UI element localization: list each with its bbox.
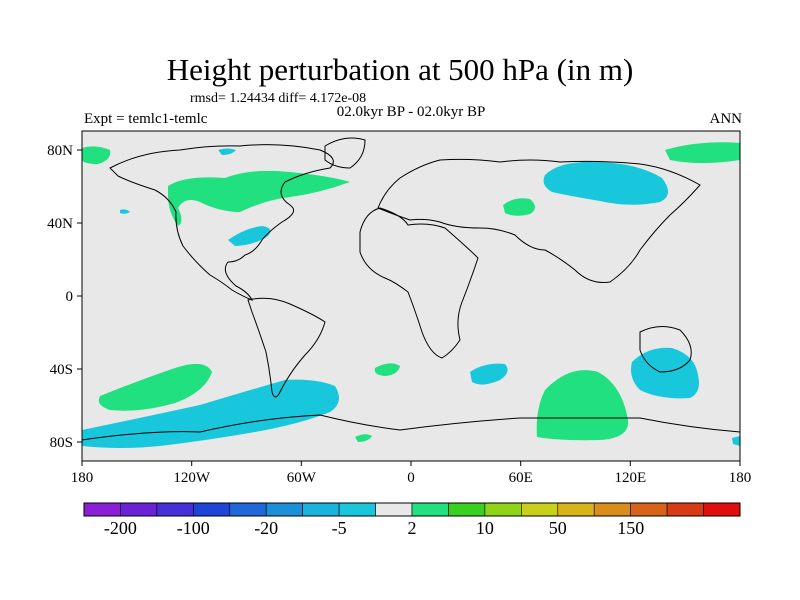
plot-title: Height perturbation at 500 hPa (in m) <box>166 52 634 87</box>
colorbar-cell <box>593 502 631 517</box>
colorbar-label-minus-5: -5 <box>332 518 347 538</box>
colorbar-label-50: 50 <box>549 518 567 538</box>
colorbar-cell <box>120 502 158 517</box>
positive-anomaly-east-siberia <box>665 142 740 163</box>
colorbar-cell <box>265 502 303 517</box>
lat-tick-80n: 80N <box>47 143 73 159</box>
coastline-eurasia <box>377 158 701 283</box>
colorbar-cell <box>193 502 231 517</box>
positive-anomaly-indian-ocean <box>536 370 629 441</box>
positive-anomaly-south-pacific <box>98 363 212 411</box>
colorbar-label-minus-200: -200 <box>104 518 137 538</box>
lon-tick-120e: 120E <box>614 470 646 486</box>
negative-anomaly-greenland-small <box>218 148 236 155</box>
colorbar-cell <box>302 502 340 517</box>
lat-tick-80s: 80S <box>50 435 73 451</box>
colorbar-cell <box>375 502 413 517</box>
lon-tick-60e: 60E <box>509 470 533 486</box>
negative-anomaly-australia <box>631 347 699 399</box>
colorbar <box>83 502 741 517</box>
colorbar-cell <box>229 502 267 517</box>
colorbar-cell <box>630 502 668 517</box>
colorbar-cell <box>666 502 704 517</box>
colorbar-cell <box>521 502 559 517</box>
positive-anomaly-arctic-west <box>82 146 111 164</box>
colorbar-cell <box>703 502 741 517</box>
lon-tick-0: 0 <box>407 470 415 486</box>
coastline-antarctica <box>82 414 740 441</box>
colorbar-cell <box>338 502 376 517</box>
colorbar-cell <box>156 502 194 517</box>
colorbar-cell <box>557 502 595 517</box>
positive-anomaly-weddell <box>355 434 372 442</box>
coastline-north-america <box>109 144 334 301</box>
lat-tick-40n: 40N <box>47 216 73 232</box>
time-period-label: 02.0kyr BP - 02.0kyr BP <box>336 104 486 120</box>
colorbar-label-minus-100: -100 <box>177 518 210 538</box>
lon-tick-120w: 120W <box>173 470 211 486</box>
lon-tick-60w: 60W <box>287 470 317 486</box>
colorbar-label-10: 10 <box>476 518 494 538</box>
colorbar-cell <box>448 502 486 517</box>
rmsd-diff-stats: rmsd= 1.24434 diff= 4.172e-08 <box>190 91 367 106</box>
colorbar-label-2: 2 <box>408 518 417 538</box>
coastline-greenland <box>324 137 366 169</box>
colorbar-label-minus-20: -20 <box>254 518 278 538</box>
lat-tick-0: 0 <box>66 289 74 305</box>
negative-anomaly-siberia <box>543 161 669 205</box>
coastline-australia <box>639 326 692 373</box>
experiment-label: Expt = temlc1-temlc <box>84 111 208 127</box>
negative-anomaly-north-atlantic <box>228 226 271 246</box>
colorbar-frame <box>83 502 741 517</box>
colorbar-cell <box>484 502 522 517</box>
coastline-africa <box>359 207 479 359</box>
coastline-south-america <box>247 297 326 398</box>
negative-anomaly-ross-sea <box>732 436 740 446</box>
positive-anomaly-south-atlantic <box>374 363 400 376</box>
axis-ticks <box>77 149 741 466</box>
lon-tick-180w: 180 <box>71 470 94 486</box>
lat-tick-40s: 40S <box>50 362 73 378</box>
colorbar-cell <box>411 502 449 517</box>
coastlines <box>82 137 740 441</box>
colorbar-label-150: 150 <box>617 518 644 538</box>
positive-anomaly-caspian <box>503 198 535 216</box>
colorbar-cell <box>83 502 121 517</box>
negative-anomaly-pacific-small <box>120 209 130 214</box>
season-label: ANN <box>709 111 743 127</box>
positive-anomaly-north-america <box>168 170 350 226</box>
lon-tick-180e: 180 <box>729 470 752 486</box>
negative-anomaly-south-africa <box>470 363 508 385</box>
